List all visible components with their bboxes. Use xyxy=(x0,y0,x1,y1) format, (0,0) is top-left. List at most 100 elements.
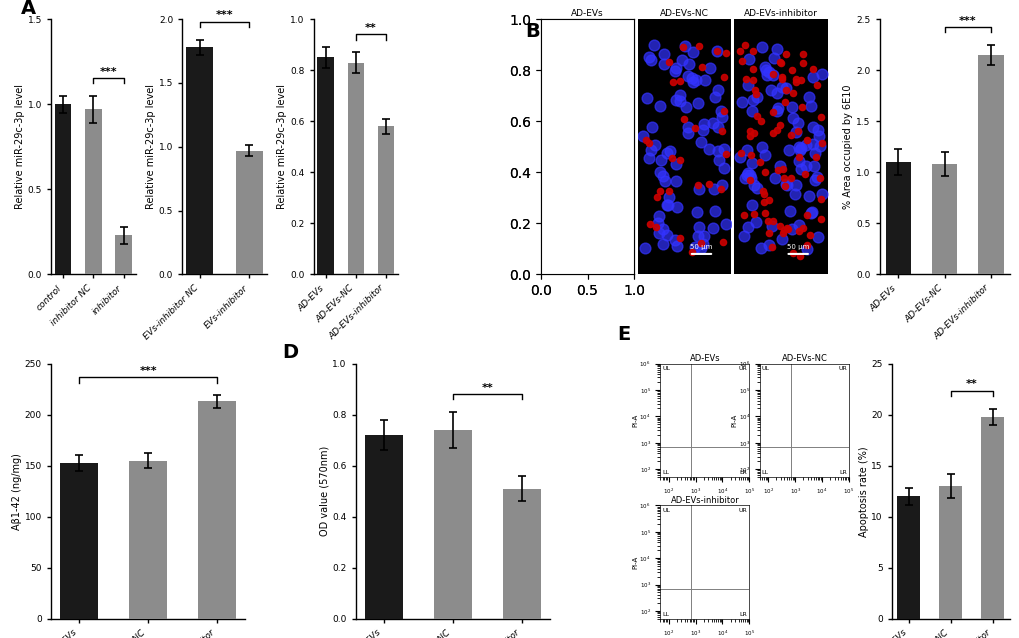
Point xyxy=(764,107,781,117)
Point xyxy=(649,487,665,497)
Point xyxy=(647,479,663,489)
Point xyxy=(540,64,556,74)
Point xyxy=(644,489,660,499)
Point xyxy=(751,484,767,494)
Point xyxy=(747,486,763,496)
Point xyxy=(653,631,669,638)
Point xyxy=(649,625,665,635)
Point xyxy=(750,483,766,493)
Point xyxy=(554,129,571,139)
Point xyxy=(643,618,659,628)
Point xyxy=(750,484,766,494)
Point xyxy=(742,492,758,502)
Point xyxy=(661,145,678,156)
Point xyxy=(749,493,765,503)
Point xyxy=(755,484,771,494)
Point xyxy=(607,181,624,191)
Point xyxy=(741,487,757,497)
Point xyxy=(560,186,577,196)
Point xyxy=(652,629,668,638)
Point xyxy=(644,630,660,638)
Point xyxy=(663,484,680,494)
Point xyxy=(615,219,632,230)
Point xyxy=(743,475,759,486)
Point xyxy=(647,484,663,494)
Point xyxy=(649,621,665,632)
Point xyxy=(651,482,667,493)
Point xyxy=(749,482,765,492)
Point xyxy=(646,627,662,637)
Point xyxy=(754,479,770,489)
Point xyxy=(708,47,725,57)
Point xyxy=(574,133,590,144)
Point xyxy=(808,80,824,90)
Point xyxy=(652,625,668,635)
Point xyxy=(645,628,661,638)
Point xyxy=(745,488,761,498)
Point xyxy=(744,480,760,490)
Point xyxy=(650,628,666,638)
Point xyxy=(650,485,666,495)
Point xyxy=(646,623,662,634)
Point xyxy=(602,198,619,209)
Point xyxy=(638,488,654,498)
Point xyxy=(764,128,781,138)
Point xyxy=(646,486,662,496)
Point xyxy=(749,480,765,490)
Point xyxy=(645,623,661,634)
Point xyxy=(789,118,805,128)
Point xyxy=(641,484,657,494)
Point xyxy=(753,492,769,502)
Point xyxy=(558,102,575,112)
Point xyxy=(639,481,655,491)
Point xyxy=(650,488,666,498)
Point xyxy=(652,631,668,638)
Point xyxy=(650,625,666,635)
Point xyxy=(652,486,668,496)
Point xyxy=(689,207,705,217)
Point xyxy=(647,496,663,507)
Point xyxy=(744,45,760,56)
Point xyxy=(641,634,657,638)
Point xyxy=(739,486,755,496)
Point xyxy=(648,485,664,495)
Point xyxy=(605,186,622,196)
Point xyxy=(654,479,671,489)
Point xyxy=(649,623,665,633)
Point xyxy=(648,484,664,494)
Point xyxy=(645,40,661,50)
Point xyxy=(654,628,671,638)
Point xyxy=(644,482,660,492)
Point xyxy=(646,484,662,494)
Point xyxy=(594,117,610,128)
Point xyxy=(643,486,659,496)
Point xyxy=(748,481,764,491)
Point xyxy=(642,632,658,638)
Point xyxy=(810,131,826,142)
Point xyxy=(735,230,751,241)
Point xyxy=(648,634,664,638)
Point xyxy=(651,628,667,638)
Point xyxy=(644,627,660,637)
Point xyxy=(804,122,820,133)
Point xyxy=(656,625,673,635)
Point xyxy=(738,170,754,180)
Point xyxy=(742,174,758,184)
Point xyxy=(742,479,758,489)
Point xyxy=(741,175,757,185)
Point xyxy=(750,486,766,496)
Point xyxy=(544,138,560,148)
Point xyxy=(650,623,666,634)
Point xyxy=(650,628,666,638)
Point xyxy=(650,635,666,638)
Point xyxy=(746,485,762,495)
Point xyxy=(679,122,695,132)
Point xyxy=(638,621,654,632)
Point xyxy=(747,485,763,495)
Point xyxy=(736,479,752,489)
Point xyxy=(802,101,818,111)
Point xyxy=(644,629,660,638)
Bar xyxy=(980,417,1004,619)
Point xyxy=(768,105,785,115)
Point xyxy=(771,121,788,131)
